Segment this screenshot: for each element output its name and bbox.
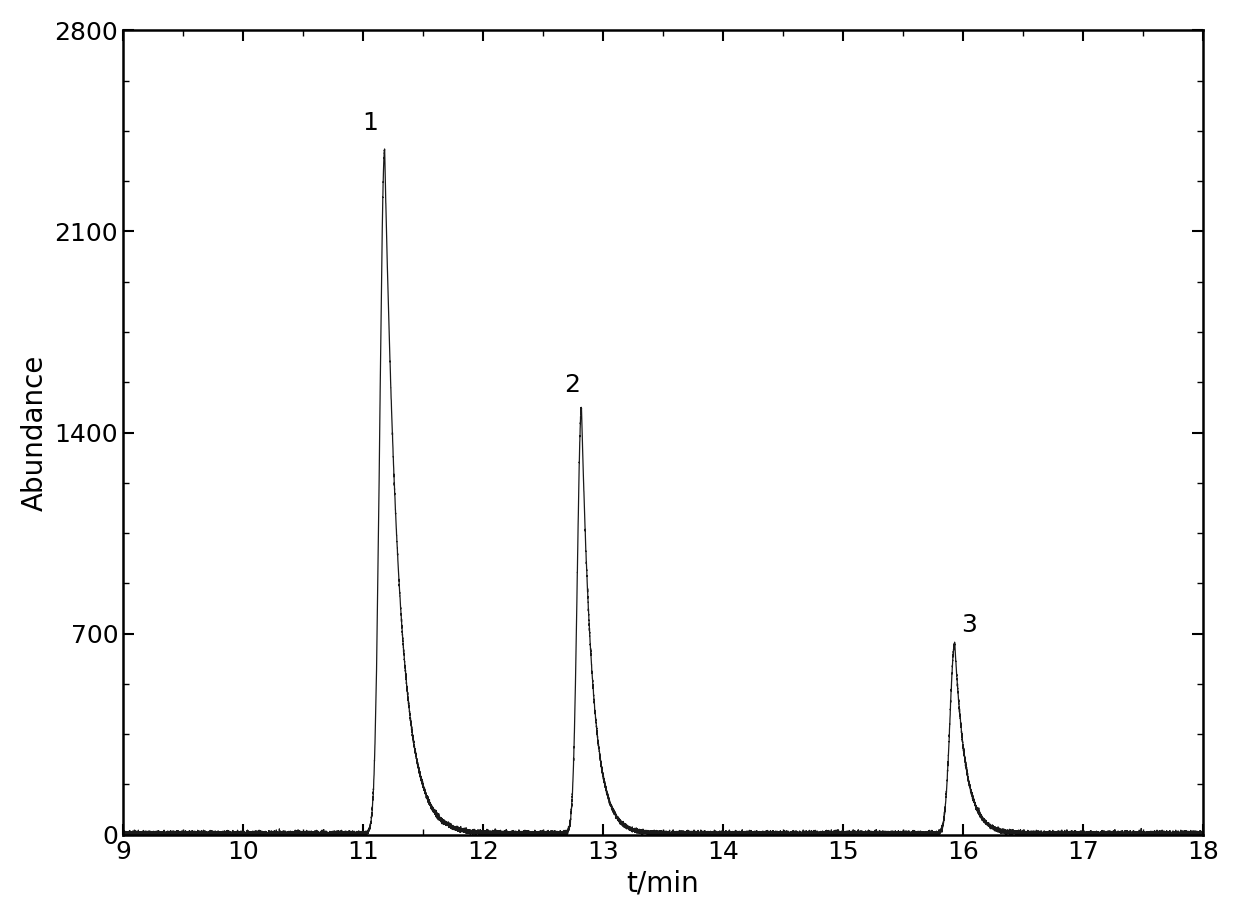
Text: 2: 2 bbox=[564, 373, 580, 397]
Text: 3: 3 bbox=[961, 612, 977, 636]
Text: 1: 1 bbox=[362, 111, 378, 135]
X-axis label: t/min: t/min bbox=[626, 869, 699, 897]
Y-axis label: Abundance: Abundance bbox=[21, 354, 48, 510]
